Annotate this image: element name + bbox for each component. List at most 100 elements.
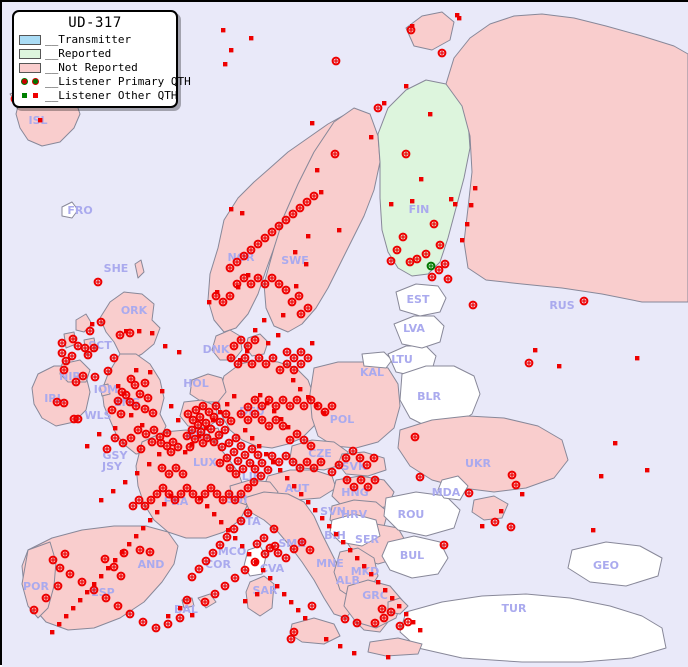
listener-other-qth-marker[interactable]: [261, 568, 266, 573]
listener-primary-qth-marker[interactable]: [113, 601, 123, 611]
listener-other-qth-marker[interactable]: [250, 436, 255, 441]
listener-primary-qth-marker[interactable]: [211, 291, 221, 301]
listener-primary-qth-marker[interactable]: [138, 617, 148, 627]
listener-primary-qth-marker[interactable]: [211, 401, 221, 411]
listener-primary-qth-marker[interactable]: [250, 464, 260, 474]
listener-primary-qth-marker[interactable]: [77, 577, 87, 587]
listener-other-qth-marker[interactable]: [116, 384, 121, 389]
listener-primary-qth-marker[interactable]: [395, 621, 405, 631]
listener-other-qth-marker[interactable]: [428, 112, 433, 117]
listener-other-qth-marker[interactable]: [293, 250, 298, 255]
listener-primary-qth-marker[interactable]: [437, 48, 447, 58]
listener-primary-qth-marker[interactable]: [257, 415, 267, 425]
listener-primary-qth-marker[interactable]: [296, 309, 306, 319]
listener-primary-qth-marker[interactable]: [215, 458, 225, 468]
listener-primary-qth-marker[interactable]: [175, 613, 185, 623]
listener-primary-qth-marker[interactable]: [302, 457, 312, 467]
listener-primary-qth-marker[interactable]: [225, 291, 235, 301]
listener-primary-qth-marker[interactable]: [214, 430, 224, 440]
listener-primary-qth-marker[interactable]: [187, 572, 197, 582]
listener-primary-qth-marker[interactable]: [386, 607, 396, 617]
listener-primary-qth-marker[interactable]: [60, 549, 70, 559]
listener-primary-qth-marker[interactable]: [289, 365, 299, 375]
listener-other-qth-marker[interactable]: [205, 504, 210, 509]
listener-other-qth-marker[interactable]: [258, 393, 263, 398]
listener-other-qth-marker[interactable]: [183, 450, 188, 455]
listener-other-qth-marker[interactable]: [157, 452, 162, 457]
listener-other-qth-marker[interactable]: [160, 389, 165, 394]
listener-other-qth-marker[interactable]: [99, 574, 104, 579]
listener-primary-qth-marker[interactable]: [309, 463, 319, 473]
listener-primary-qth-marker[interactable]: [250, 395, 260, 405]
listener-other-qth-marker[interactable]: [404, 84, 409, 89]
listener-other-qth-marker[interactable]: [382, 101, 387, 106]
listener-primary-qth-marker[interactable]: [140, 404, 150, 414]
listener-other-qth-marker[interactable]: [285, 476, 290, 481]
listener-other-qth-marker[interactable]: [253, 328, 258, 333]
listener-primary-qth-marker[interactable]: [468, 300, 478, 310]
listener-primary-qth-marker[interactable]: [274, 279, 284, 289]
listener-primary-qth-marker[interactable]: [405, 257, 415, 267]
listener-other-qth-marker[interactable]: [197, 434, 202, 439]
listener-other-qth-marker[interactable]: [198, 496, 203, 501]
listener-primary-qth-marker[interactable]: [93, 277, 103, 287]
listener-other-qth-marker[interactable]: [334, 532, 339, 537]
listener-primary-qth-marker[interactable]: [288, 457, 298, 467]
listener-other-qth-marker[interactable]: [337, 228, 342, 233]
listener-primary-qth-marker[interactable]: [287, 297, 297, 307]
listener-primary-qth-marker[interactable]: [490, 517, 500, 527]
listener-primary-qth-marker[interactable]: [511, 480, 521, 490]
listener-primary-qth-marker[interactable]: [267, 227, 277, 237]
listener-primary-qth-marker[interactable]: [240, 353, 250, 363]
listener-other-qth-marker[interactable]: [599, 474, 604, 479]
listener-other-qth-marker[interactable]: [465, 222, 470, 227]
listener-other-qth-marker[interactable]: [225, 402, 230, 407]
listener-primary-qth-marker[interactable]: [281, 451, 291, 461]
listener-primary-qth-marker[interactable]: [249, 477, 259, 487]
listener-other-qth-marker[interactable]: [135, 471, 140, 476]
listener-primary-qth-marker[interactable]: [412, 254, 422, 264]
listener-primary-qth-marker[interactable]: [299, 401, 309, 411]
listener-primary-qth-marker[interactable]: [373, 103, 383, 113]
listener-primary-qth-marker[interactable]: [281, 285, 291, 295]
listener-other-qth-marker[interactable]: [272, 409, 277, 414]
listener-primary-qth-marker[interactable]: [370, 475, 380, 485]
listener-other-qth-marker[interactable]: [303, 616, 308, 621]
listener-primary-qth-marker[interactable]: [109, 353, 119, 363]
listener-primary-qth-marker[interactable]: [427, 272, 437, 282]
listener-primary-qth-marker[interactable]: [267, 451, 277, 461]
listener-other-qth-marker[interactable]: [90, 322, 95, 327]
listener-other-qth-marker[interactable]: [410, 199, 415, 204]
listener-primary-qth-marker[interactable]: [200, 489, 210, 499]
listener-other-qth-marker[interactable]: [71, 606, 76, 611]
listener-other-qth-marker[interactable]: [97, 432, 102, 437]
listener-primary-qth-marker[interactable]: [201, 556, 211, 566]
listener-primary-qth-marker[interactable]: [201, 418, 211, 428]
listener-primary-qth-marker[interactable]: [278, 395, 288, 405]
listener-primary-qth-marker[interactable]: [131, 401, 141, 411]
listener-other-qth-marker[interactable]: [111, 489, 116, 494]
listener-other-qth-marker[interactable]: [243, 599, 248, 604]
listener-other-qth-marker[interactable]: [298, 387, 303, 392]
listener-primary-qth-marker[interactable]: [341, 453, 351, 463]
listener-other-qth-marker[interactable]: [613, 441, 618, 446]
listener-other-qth-marker[interactable]: [473, 186, 478, 191]
listener-primary-qth-marker[interactable]: [65, 569, 75, 579]
listener-other-qth-marker[interactable]: [134, 368, 139, 373]
listener-primary-qth-marker[interactable]: [303, 303, 313, 313]
listener-primary-qth-marker[interactable]: [238, 464, 248, 474]
listener-other-qth-marker[interactable]: [176, 418, 181, 423]
listener-other-qth-marker[interactable]: [324, 637, 329, 642]
listener-primary-qth-marker[interactable]: [275, 365, 285, 375]
listener-primary-qth-marker[interactable]: [239, 273, 249, 283]
listener-primary-qth-marker[interactable]: [164, 489, 174, 499]
listener-primary-qth-marker[interactable]: [230, 573, 240, 583]
listener-primary-qth-marker[interactable]: [271, 415, 281, 425]
listener-primary-qth-marker[interactable]: [231, 469, 241, 479]
listener-primary-qth-marker[interactable]: [148, 408, 158, 418]
listener-primary-qth-marker[interactable]: [305, 545, 315, 555]
listener-primary-qth-marker[interactable]: [55, 563, 65, 573]
listener-primary-qth-marker[interactable]: [524, 358, 534, 368]
listener-primary-qth-marker[interactable]: [392, 245, 402, 255]
listener-primary-qth-marker[interactable]: [236, 441, 246, 451]
